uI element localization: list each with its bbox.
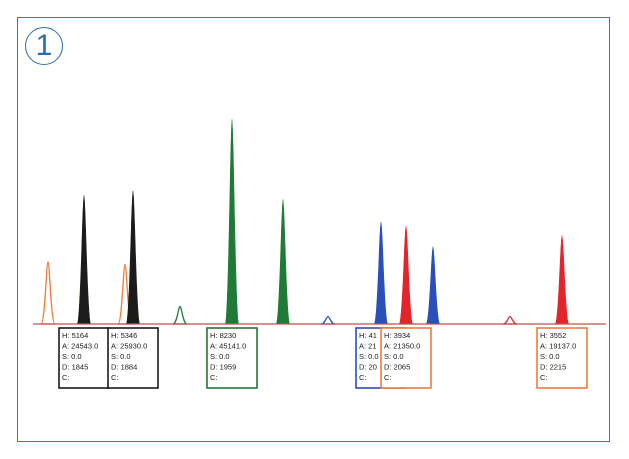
label-line: D: 1845 <box>62 363 88 372</box>
label-line: C: <box>62 373 70 382</box>
label-line: C: <box>359 373 367 382</box>
peak-blue-7 <box>373 221 389 325</box>
label-line: D: 2215 <box>540 363 566 372</box>
label-line: H: 5346 <box>111 331 137 340</box>
label-box-border <box>58 327 110 389</box>
label-line: H: 41 <box>359 331 377 340</box>
panel-number-badge: 1 <box>25 27 63 65</box>
peak-red-12 <box>502 315 518 325</box>
label-box-border <box>536 327 588 389</box>
label-line: D: 2065 <box>384 363 410 372</box>
peak-black-3 <box>125 190 141 325</box>
label-line: A: 21350.0 <box>384 342 420 351</box>
peak-green-5 <box>224 118 240 325</box>
label-line: S: 0.0 <box>540 352 560 361</box>
label-line: H: 3934 <box>384 331 410 340</box>
label-line: C: <box>210 373 218 382</box>
label-line: H: 8230 <box>210 331 236 340</box>
label-line: A: 45141.0 <box>210 342 246 351</box>
peak-blue-8 <box>425 246 441 325</box>
label-line: H: 3552 <box>540 331 566 340</box>
label-line: A: 21 <box>359 342 377 351</box>
label-line: A: 19137.0 <box>540 342 576 351</box>
peaks-layer <box>40 118 570 325</box>
label-line: S: 0.0 <box>384 352 404 361</box>
label-box-border <box>206 327 258 389</box>
label-line: C: <box>111 373 119 382</box>
label-line: D: 1884 <box>111 363 137 372</box>
label-line: S: 0.0 <box>62 352 82 361</box>
peak-green-4 <box>172 305 188 325</box>
label-box-border <box>380 327 432 389</box>
label-line: S: 0.0 <box>359 352 379 361</box>
label-box-border <box>107 327 159 389</box>
peak-orange-0 <box>40 261 56 325</box>
label-line: A: 25930.0 <box>111 342 147 351</box>
peak-red-11 <box>554 235 570 325</box>
label-line: C: <box>384 373 392 382</box>
peak-blue-9 <box>320 315 336 325</box>
label-line: A: 24543.0 <box>62 342 98 351</box>
peak-red-10 <box>398 225 414 325</box>
label-line: D: 1959 <box>210 363 236 372</box>
peak-green-6 <box>275 199 291 325</box>
peak-black-2 <box>76 195 92 325</box>
label-line: S: 0.0 <box>111 352 131 361</box>
label-line: S: 0.0 <box>210 352 230 361</box>
label-line: H: 5164 <box>62 331 88 340</box>
label-line: D: 20 <box>359 363 377 372</box>
label-line: C: <box>540 373 548 382</box>
